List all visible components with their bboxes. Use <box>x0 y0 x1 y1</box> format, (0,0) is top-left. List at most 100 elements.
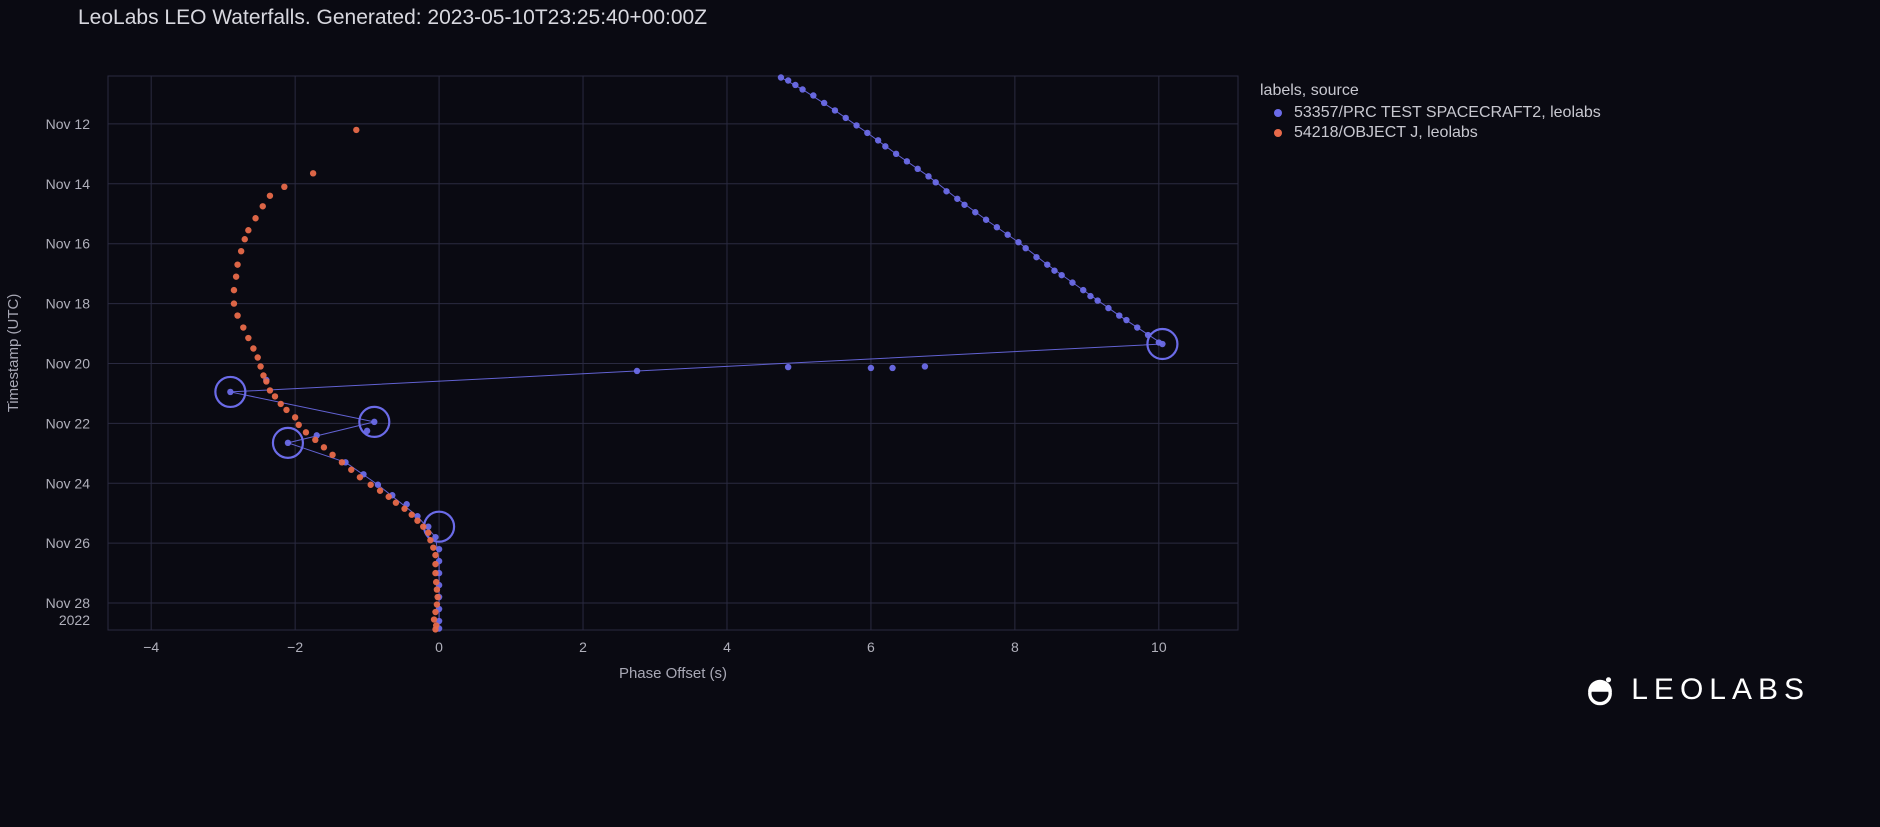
data-point <box>431 616 437 622</box>
data-point <box>799 86 805 92</box>
data-point <box>375 482 381 488</box>
data-point <box>283 407 289 413</box>
data-point <box>785 77 791 83</box>
data-point <box>868 365 874 371</box>
legend-marker <box>1274 109 1282 117</box>
legend-item: 53357/PRC TEST SPACECRAFT2, leolabs <box>1274 104 1601 122</box>
data-point <box>312 437 318 443</box>
data-point <box>972 209 978 215</box>
data-point <box>882 143 888 149</box>
data-point <box>983 217 989 223</box>
leolabs-logo-text: LEOLABS <box>1631 673 1810 707</box>
x-tick-label: 4 <box>723 639 731 655</box>
data-point <box>434 601 440 607</box>
data-point <box>231 287 237 293</box>
data-point <box>238 248 244 254</box>
data-point <box>368 482 374 488</box>
data-point <box>420 523 426 529</box>
data-point <box>1044 261 1050 267</box>
data-point <box>933 179 939 185</box>
data-point <box>821 100 827 106</box>
data-point <box>272 393 278 399</box>
data-point <box>267 387 273 393</box>
data-point <box>432 609 438 615</box>
data-point <box>1094 297 1100 303</box>
data-point <box>994 224 1000 230</box>
data-point <box>1058 272 1064 278</box>
data-point <box>853 122 859 128</box>
legend-label: 53357/PRC TEST SPACECRAFT2, leolabs <box>1294 104 1601 122</box>
data-point <box>904 158 910 164</box>
data-point <box>943 188 949 194</box>
x-tick-label: −2 <box>287 639 303 655</box>
data-point <box>255 354 261 360</box>
y-axis-label: Timestamp (UTC) <box>5 294 22 413</box>
x-tick-label: 2 <box>579 639 587 655</box>
y-tick-label: Nov 14 <box>46 176 91 192</box>
data-point <box>263 378 269 384</box>
data-point <box>357 474 363 480</box>
data-point <box>303 429 309 435</box>
data-point <box>353 127 359 133</box>
data-point <box>433 579 439 585</box>
y-year-label: 2022 <box>59 612 90 628</box>
leolabs-icon <box>1583 673 1617 707</box>
data-point <box>432 561 438 567</box>
y-tick-label: Nov 16 <box>46 236 91 252</box>
data-point <box>432 626 438 632</box>
legend: labels, source 53357/PRC TEST SPACECRAFT… <box>1260 82 1601 142</box>
data-point <box>329 452 335 458</box>
data-point <box>234 261 240 267</box>
data-point <box>1087 293 1093 299</box>
data-point <box>430 544 436 550</box>
data-point <box>1134 324 1140 330</box>
data-point <box>321 444 327 450</box>
data-point <box>1080 287 1086 293</box>
data-point <box>252 215 258 221</box>
data-point <box>260 372 266 378</box>
data-point <box>242 236 248 242</box>
data-point <box>260 203 266 209</box>
data-point <box>310 170 316 176</box>
data-point <box>414 517 420 523</box>
data-point <box>864 130 870 136</box>
data-point <box>925 173 931 179</box>
data-point <box>893 151 899 157</box>
y-tick-label: Nov 26 <box>46 535 91 551</box>
data-point <box>1123 317 1129 323</box>
data-point <box>240 324 246 330</box>
data-point <box>234 312 240 318</box>
legend-item: 54218/OBJECT J, leolabs <box>1274 124 1601 142</box>
data-point <box>778 74 784 80</box>
y-tick-label: Nov 22 <box>46 415 91 431</box>
data-point <box>427 537 433 543</box>
data-point <box>954 196 960 202</box>
data-point <box>436 546 442 552</box>
data-point <box>843 115 849 121</box>
data-point <box>401 506 407 512</box>
data-point <box>257 363 263 369</box>
data-point <box>875 137 881 143</box>
data-point <box>1159 341 1165 347</box>
data-point <box>231 300 237 306</box>
x-axis-label: Phase Offset (s) <box>619 665 727 682</box>
data-point <box>792 82 798 88</box>
data-point <box>371 419 377 425</box>
data-point <box>1069 279 1075 285</box>
data-point <box>961 202 967 208</box>
data-point <box>432 552 438 558</box>
x-tick-label: 0 <box>435 639 443 655</box>
plot-border <box>108 76 1238 630</box>
data-point <box>285 440 291 446</box>
data-point <box>245 335 251 341</box>
data-point <box>889 365 895 371</box>
data-point <box>233 273 239 279</box>
data-point <box>409 512 415 518</box>
data-point <box>339 459 345 465</box>
data-point <box>432 570 438 576</box>
x-tick-label: 8 <box>1011 639 1019 655</box>
leolabs-logo: LEOLABS <box>1583 673 1810 707</box>
series-line <box>230 77 1162 628</box>
x-tick-label: 10 <box>1151 639 1167 655</box>
data-point <box>425 529 431 535</box>
